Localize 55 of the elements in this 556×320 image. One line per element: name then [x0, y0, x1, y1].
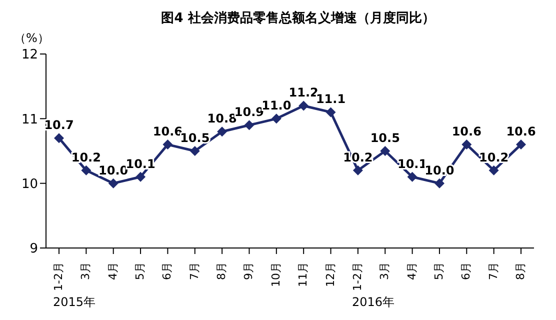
- text: 2016年: [352, 294, 394, 311]
- data-label: 10.6: [506, 124, 536, 139]
- data-label: 10.6: [452, 124, 482, 139]
- x-tick-label: 3月: [378, 262, 392, 280]
- x-tick-label: 12月: [324, 262, 337, 287]
- point: [54, 133, 64, 144]
- x-tick-label: 6月: [460, 262, 473, 280]
- point: [271, 114, 282, 124]
- point: [516, 140, 526, 150]
- point: [298, 100, 309, 111]
- point: [462, 140, 472, 150]
- point: [217, 126, 228, 137]
- x-tick-label: 5月: [432, 262, 446, 280]
- x-tick-label: 6月: [160, 262, 174, 280]
- x-tick-label: 9月: [242, 262, 256, 280]
- data-label: 10.8: [207, 112, 237, 126]
- point: [326, 107, 336, 118]
- y-axis-title: （%）: [13, 30, 50, 45]
- x-tick-label: 1-2月: [52, 262, 66, 291]
- data-label: 10.0: [98, 163, 128, 178]
- x-tick-label: 8月: [215, 262, 228, 280]
- point: [488, 165, 499, 176]
- x-tick-label: 7月: [486, 262, 500, 280]
- point: [108, 178, 118, 188]
- x-tick-label: 3月: [79, 262, 92, 280]
- x-tick-label: 7月: [188, 262, 201, 280]
- data-label: 10.2: [479, 150, 509, 164]
- point: [244, 120, 254, 130]
- x-tick-label: 5月: [134, 262, 147, 280]
- chart-title: 图4 社会消费品零售总额名义增速（月度同比）: [160, 10, 436, 28]
- point: [434, 178, 444, 188]
- y-tick-label: 11: [21, 112, 38, 128]
- data-label: 10.5: [370, 131, 400, 145]
- x-tick-label: 8月: [514, 262, 528, 280]
- x-tick-label: 10月: [269, 262, 282, 287]
- data-label: 10.6: [152, 124, 183, 139]
- y-tick-label: 10: [21, 176, 38, 192]
- y-tick-label: 9: [30, 242, 38, 257]
- data-label: 11.1: [316, 92, 346, 106]
- x-tick-label: 1-2月: [350, 262, 364, 291]
- text: 2015年: [53, 294, 96, 311]
- x-tick-label: 4月: [405, 262, 418, 280]
- data-label: 11.2: [288, 86, 318, 100]
- point: [136, 172, 146, 182]
- y-tick-label: 12: [21, 48, 38, 63]
- point: [190, 146, 200, 156]
- point: [352, 165, 363, 176]
- x-tick-label: 11月: [296, 262, 310, 287]
- x-tick-label: 4月: [106, 262, 120, 280]
- point: [162, 140, 173, 150]
- point: [380, 146, 390, 156]
- point: [81, 165, 92, 176]
- data-label: 10.1: [397, 156, 428, 171]
- data-label: 10.5: [180, 131, 210, 145]
- point: [407, 172, 418, 182]
